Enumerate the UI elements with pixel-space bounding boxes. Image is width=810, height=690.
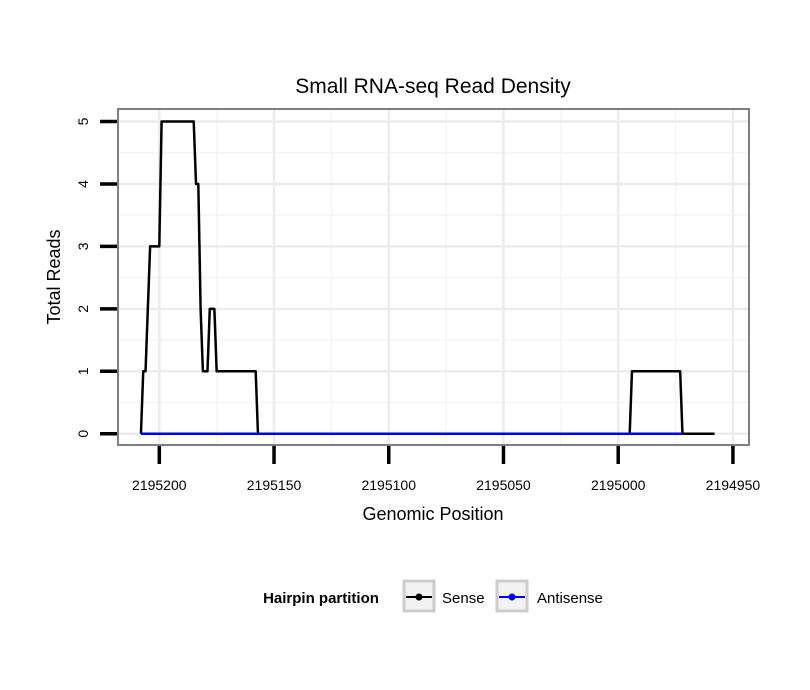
axes: 2195200 2195150 2195100 2195050 2195000 21949… [75,117,760,493]
x-tick-label: 2195150 [247,477,302,493]
y-tick-label: 0 [75,430,91,438]
legend: Hairpin partition Sense Antisense [263,579,603,613]
y-tick-label: 1 [75,367,91,375]
x-tick-label: 2194950 [706,477,761,493]
y-tick-label: 2 [75,305,91,313]
legend-label-sense: Sense [442,590,485,607]
x-axis-label: Genomic Position [362,504,503,524]
x-tick-label: 2195100 [361,477,416,493]
series-lines [139,120,715,436]
legend-point-antisense [508,593,516,601]
legend-point-sense [415,593,423,601]
legend-item-antisense: Antisense [495,579,603,613]
chart-title: Small RNA-seq Read Density [295,75,571,98]
legend-label-antisense: Antisense [537,590,603,607]
legend-title: Hairpin partition [263,590,379,607]
legend-item-sense: Sense [402,579,485,613]
y-tick-label: 5 [75,117,91,125]
plot-border [117,108,750,446]
grid [118,109,749,445]
x-tick-label: 2195200 [132,477,187,493]
x-tick-label: 2195000 [591,477,646,493]
y-tick-label: 3 [75,242,91,250]
x-tick-label: 2195050 [476,477,531,493]
y-axis-label: Total Reads [44,229,64,324]
y-tick-label: 4 [75,180,91,188]
